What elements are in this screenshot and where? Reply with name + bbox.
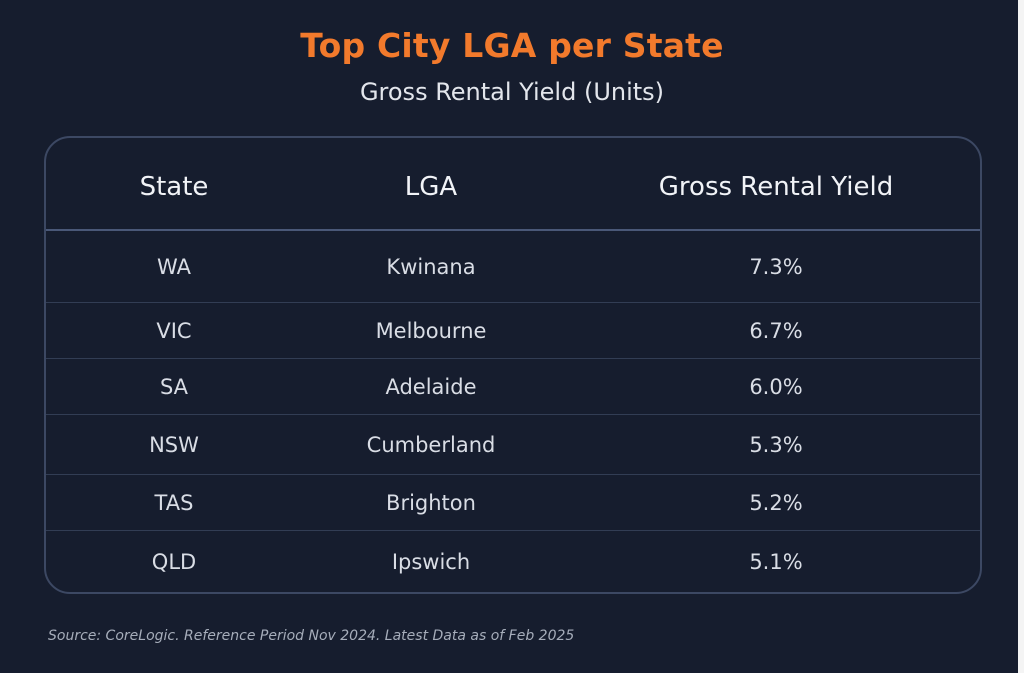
cell-yield: 5.2% — [749, 490, 803, 515]
cell-state: QLD — [151, 549, 197, 574]
cell-yield: 7.3% — [749, 254, 803, 279]
header-state: State — [139, 172, 209, 202]
cell-lga: Adelaide — [385, 374, 477, 399]
cell-lga: Ipswich — [391, 549, 471, 574]
chart-subtitle: Gross Rental Yield (Units) — [359, 78, 665, 106]
cell-yield: 5.3% — [749, 432, 803, 457]
cell-state: TAS — [154, 490, 194, 515]
cell-yield: 5.1% — [749, 549, 803, 574]
cell-lga: Cumberland — [366, 432, 496, 457]
cell-lga: Kwinana — [386, 254, 476, 279]
table-row: VIC Melbourne 6.7% — [46, 303, 980, 359]
right-edge-strip — [1018, 0, 1024, 673]
cell-yield: 6.7% — [749, 318, 803, 343]
table-row: NSW Cumberland 5.3% — [46, 415, 980, 475]
cell-lga: Brighton — [386, 490, 476, 515]
header-lga: LGA — [404, 172, 458, 202]
cell-lga: Melbourne — [375, 318, 487, 343]
table-header: State LGA Gross Rental Yield — [46, 138, 980, 231]
data-table: State LGA Gross Rental Yield WA Kwinana … — [44, 136, 982, 594]
table-row: QLD Ipswich 5.1% — [46, 531, 980, 592]
table-row: TAS Brighton 5.2% — [46, 475, 980, 531]
cell-state: SA — [159, 374, 189, 399]
source-note: Source: CoreLogic. Reference Period Nov … — [48, 628, 575, 644]
cell-state: VIC — [156, 318, 192, 343]
cell-yield: 6.0% — [749, 374, 803, 399]
cell-state: WA — [157, 254, 191, 279]
table-row: WA Kwinana 7.3% — [46, 231, 980, 303]
table-row: SA Adelaide 6.0% — [46, 359, 980, 415]
chart-title: Top City LGA per State — [300, 26, 724, 65]
header-gross-rental-yield: Gross Rental Yield — [658, 172, 894, 202]
cell-state: NSW — [149, 432, 199, 457]
